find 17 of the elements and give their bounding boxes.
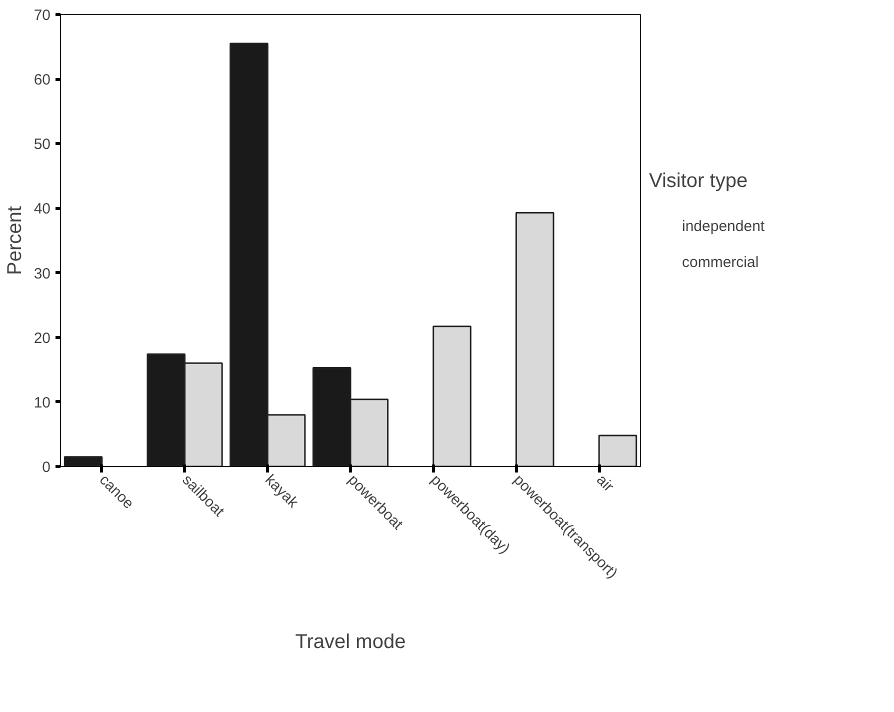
- bar: [598, 434, 638, 466]
- y-tick-label: 50: [34, 136, 51, 154]
- x-axis-title: Travel mode: [295, 630, 406, 653]
- text: independent: [682, 218, 765, 234]
- bar: [432, 326, 472, 466]
- y-tick-label: 40: [34, 200, 51, 218]
- y-tick-label: 70: [34, 7, 51, 24]
- bar: [515, 212, 554, 466]
- legend-title: Visitor type: [649, 170, 749, 193]
- y-tick-label: 30: [34, 265, 51, 282]
- bar: [64, 456, 103, 466]
- text: commercial: [682, 254, 759, 270]
- y-tick-label: 0: [42, 459, 50, 476]
- y-tick-label: 60: [34, 72, 51, 89]
- y-axis-title: Percent: [4, 206, 26, 275]
- y-tick-label: 20: [34, 330, 51, 347]
- y-tick-label: 10: [34, 394, 51, 412]
